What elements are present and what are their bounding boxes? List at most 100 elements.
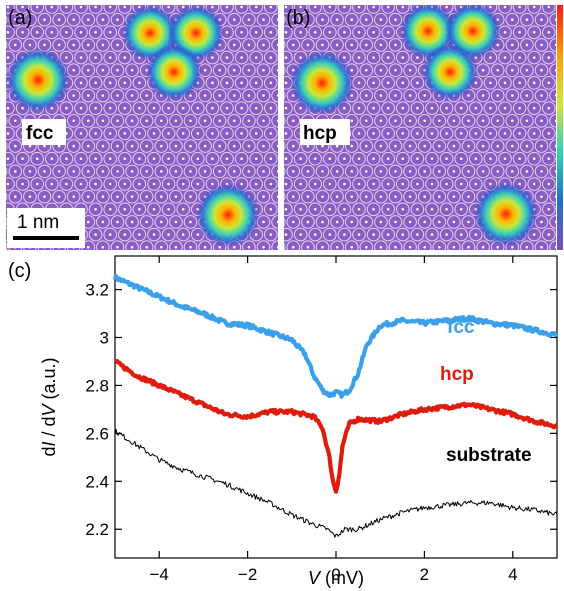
atom-core	[79, 132, 83, 135]
atom-ring	[461, 139, 476, 153]
atom-core	[372, 5, 375, 9]
atom-core	[445, 233, 448, 236]
atom-ring	[198, 113, 212, 128]
atom-core	[94, 259, 97, 262]
atom-core	[408, 245, 412, 249]
atom-core	[269, 5, 273, 9]
atom-core	[423, 170, 427, 173]
atom-ring	[439, 177, 454, 191]
atom-ring	[264, 25, 278, 40]
atom-core	[292, 43, 295, 47]
atom-ring	[417, 113, 432, 128]
atom-core	[401, 157, 405, 161]
atom-ring	[132, 76, 147, 90]
atom-core	[438, 170, 441, 173]
atom-core	[350, 220, 354, 224]
atom-core	[123, 233, 127, 236]
atom-ring	[410, 151, 425, 166]
atom-ring	[176, 126, 190, 141]
atom-ring	[366, 151, 381, 166]
atom-core	[225, 157, 229, 161]
atom-ring	[52, 38, 66, 52]
atom-core	[94, 182, 97, 186]
atom-core	[240, 259, 243, 262]
atom-ring	[256, 38, 271, 52]
atom-core	[72, 170, 75, 173]
atom-core	[87, 195, 90, 198]
atom-ring	[403, 164, 417, 179]
atom-ring	[96, 189, 110, 204]
atom-ring	[498, 5, 512, 14]
atom-core	[254, 5, 258, 9]
atom-ring	[110, 12, 125, 27]
atom-core	[189, 195, 192, 198]
atom-ring	[154, 215, 169, 229]
atom-ring	[396, 76, 410, 90]
atom-core	[525, 245, 529, 249]
atom-ring	[359, 12, 374, 27]
atom-ring	[176, 101, 190, 115]
atom-ring	[147, 227, 161, 242]
atom-core	[299, 106, 302, 110]
atom-core	[269, 182, 273, 186]
atom-core	[459, 106, 463, 110]
atom-ring	[284, 141, 286, 151]
atom-core	[94, 207, 97, 211]
atom-ring	[110, 215, 125, 229]
atom-core	[365, 68, 368, 72]
atom-core	[130, 170, 134, 173]
atom-core	[247, 18, 251, 21]
atom-core	[313, 5, 317, 9]
atom-ring	[125, 88, 139, 103]
atom-core	[357, 233, 361, 236]
atom-ring	[227, 63, 242, 78]
atom-core	[343, 182, 346, 186]
atom-ring	[388, 63, 403, 78]
atom-core	[0, 94, 2, 97]
atom-core	[292, 170, 295, 173]
atom-ring	[96, 215, 110, 229]
atom-core	[284, 182, 288, 186]
atom-ring	[498, 76, 512, 90]
atom-core	[386, 182, 390, 186]
atom-core	[189, 245, 192, 249]
atom-core	[423, 119, 427, 123]
atom-core	[496, 119, 500, 123]
atom-ring	[454, 227, 469, 242]
atom-ring	[271, 139, 278, 153]
atom-core	[270, 259, 273, 262]
atom-ring	[6, 177, 15, 191]
atom-core	[292, 119, 295, 123]
axis-ticks: −4 −2 0 2 4 2.2 2.4 2.6 2.8 3 3.2	[85, 256, 557, 584]
atom-ring	[147, 202, 161, 217]
atom-ring	[74, 25, 88, 40]
atom-ring	[74, 101, 88, 115]
atom-core	[276, 119, 278, 123]
atom-core	[496, 170, 500, 173]
atom-core	[116, 18, 119, 21]
atom-ring	[249, 177, 264, 191]
atom-ring	[125, 189, 139, 204]
atom-ring	[432, 164, 447, 179]
atom-core	[518, 56, 521, 59]
atom-core	[365, 119, 368, 123]
atom-core	[43, 18, 46, 21]
atom-core	[343, 106, 346, 110]
atom-ring	[118, 151, 132, 166]
atom-core	[357, 30, 361, 34]
atom-ring	[6, 192, 8, 201]
atom-core	[430, 157, 434, 161]
atom-ring	[483, 101, 498, 115]
atom-ring	[161, 202, 176, 217]
atom-core	[174, 170, 178, 173]
atom-ring	[59, 177, 74, 191]
atom-ring	[30, 25, 45, 40]
atom-ring	[323, 177, 337, 191]
atom-core	[87, 94, 90, 97]
atom-core	[284, 56, 288, 59]
atom-ring	[461, 189, 476, 204]
atom-ring	[88, 101, 103, 115]
atom-core	[284, 106, 288, 110]
atom-core	[152, 182, 156, 186]
atom-core	[6, 157, 10, 161]
